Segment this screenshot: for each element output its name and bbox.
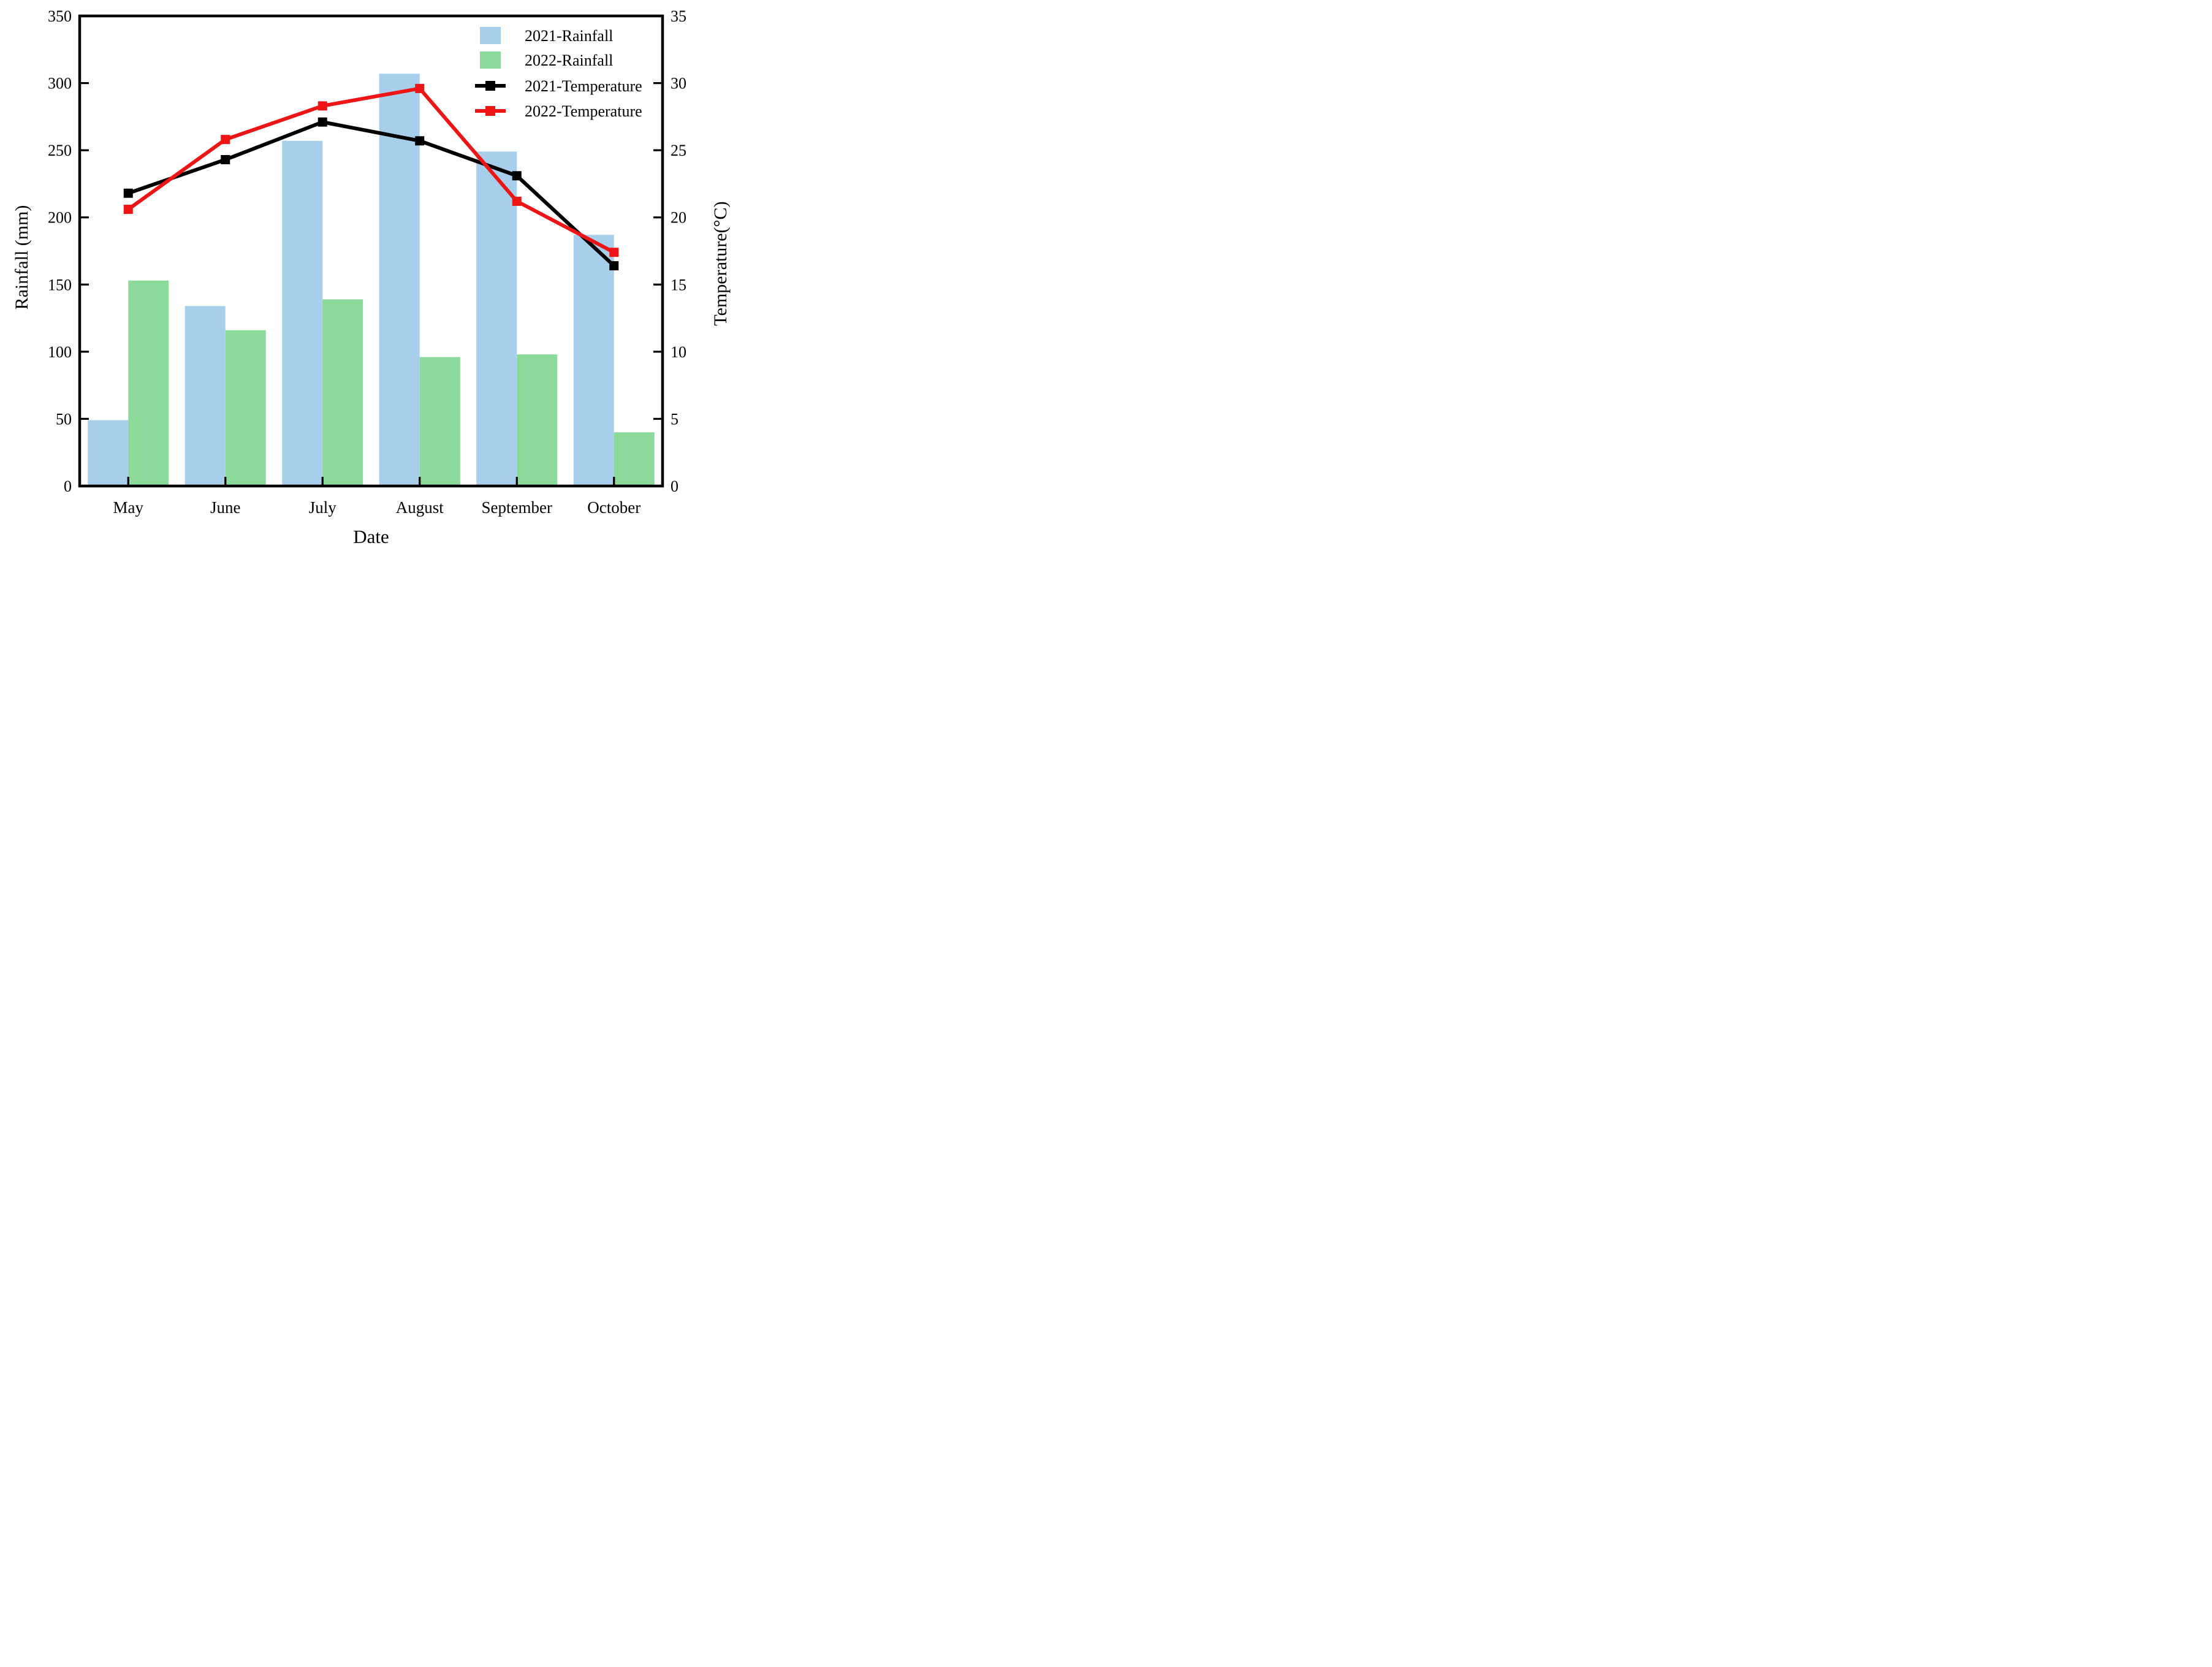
x-axis-ticklabel-september: September [482, 498, 552, 517]
left-axis-title: Rainfall (mm) [12, 205, 32, 310]
marker-2021-temperature-may [123, 188, 133, 198]
left-axis-ticklabel-150: 150 [48, 276, 72, 294]
marker-2022-temperature-october [609, 248, 619, 257]
bar-2021-rainfall-june [184, 306, 226, 486]
bar-2021-rainfall-july [282, 140, 323, 486]
x-axis-title: Date [353, 526, 389, 547]
right-axis-ticklabel-35: 35 [671, 7, 686, 25]
right-axis-title: Temperature(°C) [710, 201, 731, 326]
marker-2022-temperature-may [123, 205, 133, 215]
left-axis-ticklabel-250: 250 [48, 142, 72, 159]
marker-2022-temperature-july [317, 101, 327, 111]
bar-2022-rainfall-may [128, 280, 169, 486]
marker-2022-temperature-june [221, 135, 230, 145]
bar-2022-rainfall-september [517, 354, 558, 486]
legend-swatch-2021-rainfall [480, 27, 501, 44]
legend-label-2021-rainfall: 2021-Rainfall [525, 27, 613, 45]
marker-2022-temperature-september [512, 196, 522, 206]
left-axis-ticklabel-200: 200 [48, 209, 72, 227]
marker-2021-temperature-june [221, 154, 230, 164]
chart-figure: 0 50 100 150 200 250 300 350 0 5 10 15 20 25 30 35 May Ju… [0, 0, 737, 556]
right-axis-ticklabel-20: 20 [671, 209, 686, 227]
x-axis-ticklabel-may: May [113, 498, 144, 517]
right-axis-ticklabel-5: 5 [671, 410, 678, 428]
left-axis-ticklabel-0: 0 [64, 477, 72, 495]
bar-2021-rainfall-august [379, 74, 420, 486]
legend-marker-2021-temperature [485, 81, 495, 91]
x-axis-ticklabel-october: October [587, 498, 640, 517]
marker-2021-temperature-august [415, 136, 425, 146]
bar-2021-rainfall-september [476, 151, 517, 486]
marker-2021-temperature-july [317, 117, 327, 127]
line-2021-temperature [127, 120, 615, 267]
bar-2022-rainfall-august [419, 357, 460, 486]
legend-swatch-2022-rainfall [480, 51, 501, 69]
marker-2022-temperature-august [415, 83, 425, 93]
marker-2021-temperature-october [609, 261, 619, 271]
right-axis-ticklabel-30: 30 [671, 75, 686, 93]
x-axis-ticklabel-july: July [309, 498, 337, 517]
x-axis-ticklabel-june: June [210, 498, 241, 517]
x-axis-ticklabel-august: August [396, 498, 444, 517]
marker-2021-temperature-september [512, 171, 522, 181]
bar-2022-rainfall-july [322, 299, 363, 486]
legend-label-2022-rainfall: 2022-Rainfall [525, 51, 613, 69]
rainfall-temperature-chart: 0 50 100 150 200 250 300 350 0 5 10 15 20 25 30 35 May Ju… [48, 7, 686, 517]
axis-frame [78, 14, 664, 488]
legend-label-2022-temperature: 2022-Temperature [525, 102, 642, 120]
legend-marker-2022-temperature [485, 106, 495, 116]
left-axis-ticklabel-300: 300 [48, 75, 72, 93]
bar-2021-rainfall-may [88, 420, 129, 486]
left-axis-ticklabel-100: 100 [48, 343, 72, 361]
left-axis-ticklabel-350: 350 [48, 7, 72, 25]
right-axis-ticklabel-10: 10 [671, 343, 686, 361]
right-axis-ticklabel-0: 0 [671, 477, 678, 495]
bar-2022-rainfall-june [225, 330, 266, 486]
bar-2022-rainfall-october [614, 432, 655, 486]
right-axis-ticklabel-15: 15 [671, 276, 686, 294]
right-axis-ticklabel-25: 25 [671, 142, 686, 159]
left-axis-ticklabel-50: 50 [56, 410, 72, 428]
legend-label-2021-temperature: 2021-Temperature [525, 77, 642, 95]
line-2022-temperature [127, 86, 615, 254]
bar-2021-rainfall-october [573, 235, 614, 486]
